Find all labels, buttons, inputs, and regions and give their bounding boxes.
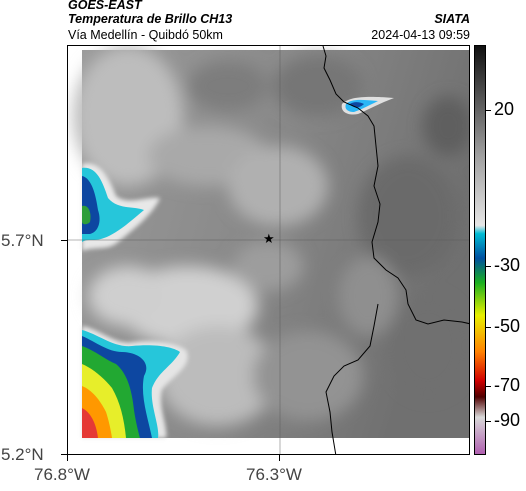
colorbar-label: -90 (494, 410, 521, 430)
lon-label: 76.8°W (34, 465, 90, 484)
colorbar-tick (486, 386, 491, 387)
satellite-title: GOES-EAST (68, 0, 142, 12)
cold-cloud-upper-left (82, 163, 160, 251)
colorbar-tick (486, 421, 491, 422)
colorbar-tick (486, 110, 491, 111)
colorbar (474, 45, 486, 455)
lat-label: 5.7°N (1, 231, 44, 250)
satellite-map[interactable]: ★ (67, 45, 470, 455)
colorbar-label: 20 (494, 99, 515, 119)
map-imagery: ★ (68, 46, 469, 454)
lat-tick-5.7 (61, 240, 67, 241)
cloud-texture (73, 46, 469, 426)
cold-cloud-upper-right (341, 96, 394, 115)
colorbar-label: -70 (494, 375, 521, 395)
cold-cloud-lower-left (82, 326, 188, 438)
timestamp: 2024-04-13 09:59 (371, 28, 470, 42)
lat-tick-5.2 (61, 454, 67, 455)
lon-tick-76.3 (279, 455, 280, 461)
colorbar-label: -50 (494, 316, 521, 336)
lon-label: 76.3°W (246, 465, 302, 484)
star-icon: ★ (263, 232, 275, 247)
political-borders (322, 46, 469, 454)
colorbar-label: -30 (494, 255, 521, 275)
region-label: Vía Medellín - Quibdó 50km (68, 28, 223, 42)
colorbar-tick (486, 266, 491, 267)
colorbar-tick (486, 327, 491, 328)
lon-tick-76.8 (67, 455, 68, 461)
lat-label: 5.2°N (1, 445, 44, 464)
product-title: Temperatura de Brillo CH13 (68, 12, 233, 26)
institution-label: SIATA (434, 12, 470, 26)
